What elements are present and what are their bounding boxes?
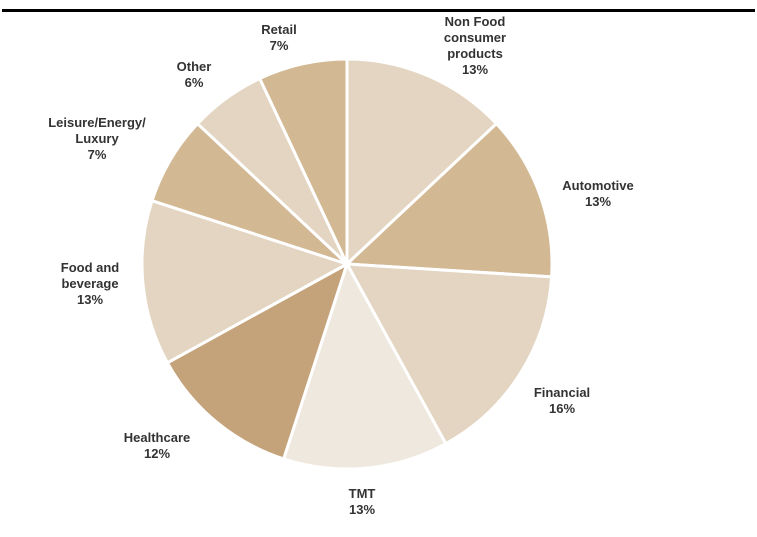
pie-slice-automotive (345, 122, 554, 279)
slice-name-label: Food and (61, 260, 120, 275)
slice-name-label: Other (177, 59, 212, 74)
slice-name-label: TMT (349, 486, 376, 501)
slice-label-food-and-beverage: Food and beverage 13% (61, 260, 120, 307)
slice-label-financial: Financial 16% (534, 385, 590, 416)
pie-slice-retail (258, 57, 349, 266)
slice-value-label: 16% (549, 401, 575, 416)
slice-name-label: Non Food (445, 14, 506, 29)
slice-label-non-food-consumer-products: Non Food consumer products 13% (444, 14, 506, 77)
slice-name-label: Healthcare (124, 430, 190, 445)
slice-label-tmt: TMT 13% (349, 486, 376, 517)
slice-name-label: Leisure/Energy/ (48, 115, 146, 130)
pie-slice-non-food-consumer-products (345, 57, 498, 266)
slice-value-label: 7% (88, 147, 107, 162)
slice-name-label: consumer (444, 30, 506, 45)
slice-name-label: beverage (61, 276, 118, 291)
slice-label-automotive: Automotive 13% (562, 178, 634, 209)
slice-value-label: 13% (462, 62, 488, 77)
slice-name-label: Automotive (562, 178, 634, 193)
pie-slice-tmt (282, 262, 448, 471)
slice-value-label: 6% (185, 75, 204, 90)
slice-name-label: products (447, 46, 503, 61)
top-rule (2, 9, 755, 12)
slice-value-label: 13% (349, 502, 375, 517)
slice-value-label: 13% (585, 194, 611, 209)
slice-value-label: 7% (270, 38, 289, 53)
slice-name-label: Retail (261, 22, 296, 37)
slice-name-label: Luxury (75, 131, 119, 146)
labels-group: Non Food consumer products 13%Automotive 13%… (48, 14, 634, 517)
slice-label-healthcare: Healthcare 12% (124, 430, 190, 461)
slice-value-label: 13% (77, 292, 103, 307)
slice-label-leisure-energy-luxury: Leisure/Energy/Luxury 7% (48, 115, 146, 162)
slice-value-label: 12% (144, 446, 170, 461)
slice-label-other: Other 6% (177, 59, 212, 90)
pie-slice-food-and-beverage (140, 199, 349, 365)
pie-slice-healthcare (165, 262, 349, 461)
pie-slice-financial (345, 262, 554, 446)
slices-group (140, 57, 554, 471)
slice-name-label: Financial (534, 385, 590, 400)
slice-label-retail: Retail 7% (261, 22, 296, 53)
